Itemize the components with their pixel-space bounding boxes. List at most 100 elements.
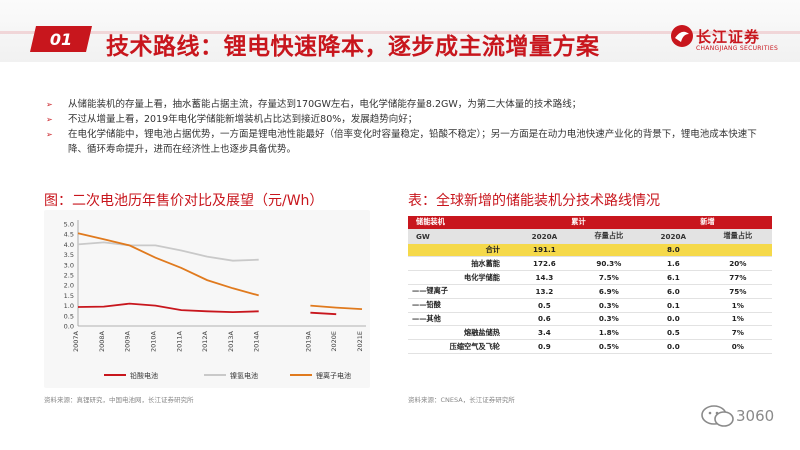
table-header-cell: 存量占比	[574, 229, 643, 244]
x-tick-label: 2021E	[356, 331, 364, 352]
bullet-item: ➢ 不过从增量上看，2019年电化学储能新增装机占比达到接近80%，发展趋势向好；	[46, 112, 766, 127]
table-cell: 6.1	[642, 270, 704, 285]
legend-label: 锂离子电池	[316, 371, 351, 380]
x-tick-label: 2012A	[201, 330, 209, 352]
storage-table: 储能装机 累计 新增 GW 2020A 存量占比 2020A 增量占比 合计 19…	[408, 216, 772, 354]
table-cell: 1.6	[642, 256, 704, 272]
table-cell	[703, 243, 772, 258]
series-line	[77, 302, 337, 316]
table-row: ——铅酸 0.5 0.3% 0.1 1%	[408, 298, 772, 313]
brand-name: 长江证券	[696, 28, 761, 46]
table-cell: 75%	[703, 284, 772, 299]
y-tick-label: 4.5	[64, 231, 74, 239]
table-cell: 0.0	[642, 339, 704, 354]
x-tick-label: 2007A	[72, 330, 80, 352]
table-cell: 8.0	[642, 243, 704, 258]
slide-header	[0, 0, 800, 62]
table-header-cell: 新增	[642, 216, 772, 230]
table-row: 熔融盐储热 3.4 1.8% 0.5 7%	[408, 325, 772, 341]
table-cell: 13.2	[514, 284, 575, 299]
table-cell: 3.4	[514, 325, 575, 341]
table-row: 合计 191.1 8.0	[408, 243, 772, 258]
table-cell: 191.1	[514, 243, 575, 258]
table-row-label: 抽水蓄能	[408, 256, 514, 272]
y-tick-label: 2.0	[64, 282, 74, 290]
chart-panel: 0.0 0.5 1.0 1.5 2.0 2.5 3.0 3.5 4.0 4.5 5.0 2007A 20…	[44, 210, 370, 388]
table-cell: 0.6	[514, 312, 575, 327]
y-tick-label: 1.5	[64, 292, 74, 300]
bullet-arrow-icon: ➢	[46, 130, 53, 139]
table-cell: 6.0	[642, 284, 704, 299]
table-header-cell: 2020A	[642, 229, 704, 244]
y-tick-label: 3.5	[64, 251, 74, 259]
y-tick-label: 1.0	[64, 302, 74, 310]
figure-source: 资料来源：真锂研究，中国电池网，长江证券研究所	[44, 396, 194, 404]
table-cell: 20%	[703, 256, 772, 272]
watermark-text: 3060	[736, 407, 775, 425]
page-title: 技术路线：锂电快速降本，逐步成主流增量方案	[106, 34, 600, 60]
table-cell: 1%	[703, 298, 772, 313]
table-cell: 7.5%	[574, 270, 643, 285]
table-body: 合计 191.1 8.0 抽水蓄能 172.6 90.3% 1.6 20% 电化学储能 14.3 7…	[408, 243, 772, 354]
table-cell: 7%	[703, 325, 772, 341]
table-cell: 0.5	[514, 298, 575, 313]
table-row: 抽水蓄能 172.6 90.3% 1.6 20%	[408, 256, 772, 272]
table-cell: 0.5%	[574, 339, 643, 354]
table-header-cell: 2020A	[514, 229, 575, 244]
table-header-cell: 储能装机	[408, 216, 514, 230]
table-row: ——其他 0.6 0.3% 0.0 1%	[408, 312, 772, 327]
table-cell: 0.9	[514, 339, 575, 354]
x-tick-label: 2014A	[253, 330, 261, 352]
table-header-cell: GW	[408, 229, 514, 244]
table-header-cell: 累计	[514, 216, 643, 230]
y-tick-label: 0.5	[64, 312, 74, 320]
table-cell: 77%	[703, 270, 772, 285]
table-source: 资料来源：CNESA，长江证券研究所	[408, 396, 515, 404]
table-cell: 0.5	[642, 325, 704, 341]
wechat-watermark-icon	[701, 405, 734, 427]
bullet-item: ➢ 在电化学储能中，锂电池占据优势，一方面是锂电池性能最好（倍率变化时容量稳定，铅…	[46, 127, 766, 157]
table-row-label: 熔融盐储热	[408, 325, 514, 341]
table-header-row: 储能装机 累计 新增	[408, 216, 772, 230]
table-cell: 0.3%	[574, 298, 643, 313]
bullet-text: 不过从增量上看，2019年电化学储能新增装机占比达到接近80%，发展趋势向好；	[68, 114, 418, 125]
table-cell: 1%	[703, 312, 772, 327]
figure-title: 图：二次电池历年售价对比及展望（元/Wh）	[44, 193, 324, 209]
y-tick-label: 4.0	[64, 241, 74, 249]
bullet-text: 在电化学储能中，锂电池占据优势，一方面是锂电池性能最好（倍率变化时容量稳定，铅酸…	[68, 129, 757, 155]
table-cell: 1.8%	[574, 325, 643, 341]
table-cell: 0.0	[642, 312, 704, 327]
table-row-label: 压缩空气及飞轮	[408, 339, 514, 354]
table-row-label: 合计	[408, 243, 514, 258]
legend-label: 镍氢电池	[230, 371, 258, 380]
table-cell: 6.9%	[574, 284, 643, 299]
table-cell: 172.6	[514, 256, 575, 272]
series-line	[77, 241, 259, 262]
table-row: ——锂离子 13.2 6.9% 6.0 75%	[408, 284, 772, 299]
y-tick-label: 2.5	[64, 272, 74, 280]
section-number-badge: 01	[30, 26, 92, 52]
brand-logo-icon	[671, 25, 693, 47]
x-tick-label: 2009A	[124, 330, 132, 352]
x-tick-label: 2020E	[330, 331, 338, 352]
table-row-label: 电化学储能	[408, 270, 514, 285]
table-row-label: ——锂离子	[408, 284, 514, 299]
series-line	[77, 232, 363, 310]
bullet-list: ➢ 从储能装机的存量上看，抽水蓄能占据主流，存量达到170GW左右，电化学储能存量…	[46, 97, 766, 157]
x-tick-label: 2010A	[149, 330, 157, 352]
table-cell: 14.3	[514, 270, 575, 285]
y-tick-label: 3.0	[64, 261, 74, 269]
table-cell	[574, 243, 643, 258]
table-row-label: ——其他	[408, 312, 514, 327]
legend-label: 铅酸电池	[130, 371, 158, 380]
table-row: 电化学储能 14.3 7.5% 6.1 77%	[408, 270, 772, 285]
price-line-chart: 0.0 0.5 1.0 1.5 2.0 2.5 3.0 3.5 4.0 4.5 5.0 2007A 20…	[64, 220, 366, 380]
brand-name-en: CHANGJIANG SECURITIES	[696, 45, 779, 52]
table-header-cell: 增量占比	[703, 229, 772, 244]
header-divider	[0, 31, 800, 34]
x-tick-label: 2011A	[175, 330, 183, 352]
bullet-arrow-icon: ➢	[46, 100, 53, 109]
section-number: 01	[50, 30, 72, 49]
table-row-label: ——铅酸	[408, 298, 514, 313]
table-row: 压缩空气及飞轮 0.9 0.5% 0.0 0%	[408, 339, 772, 354]
